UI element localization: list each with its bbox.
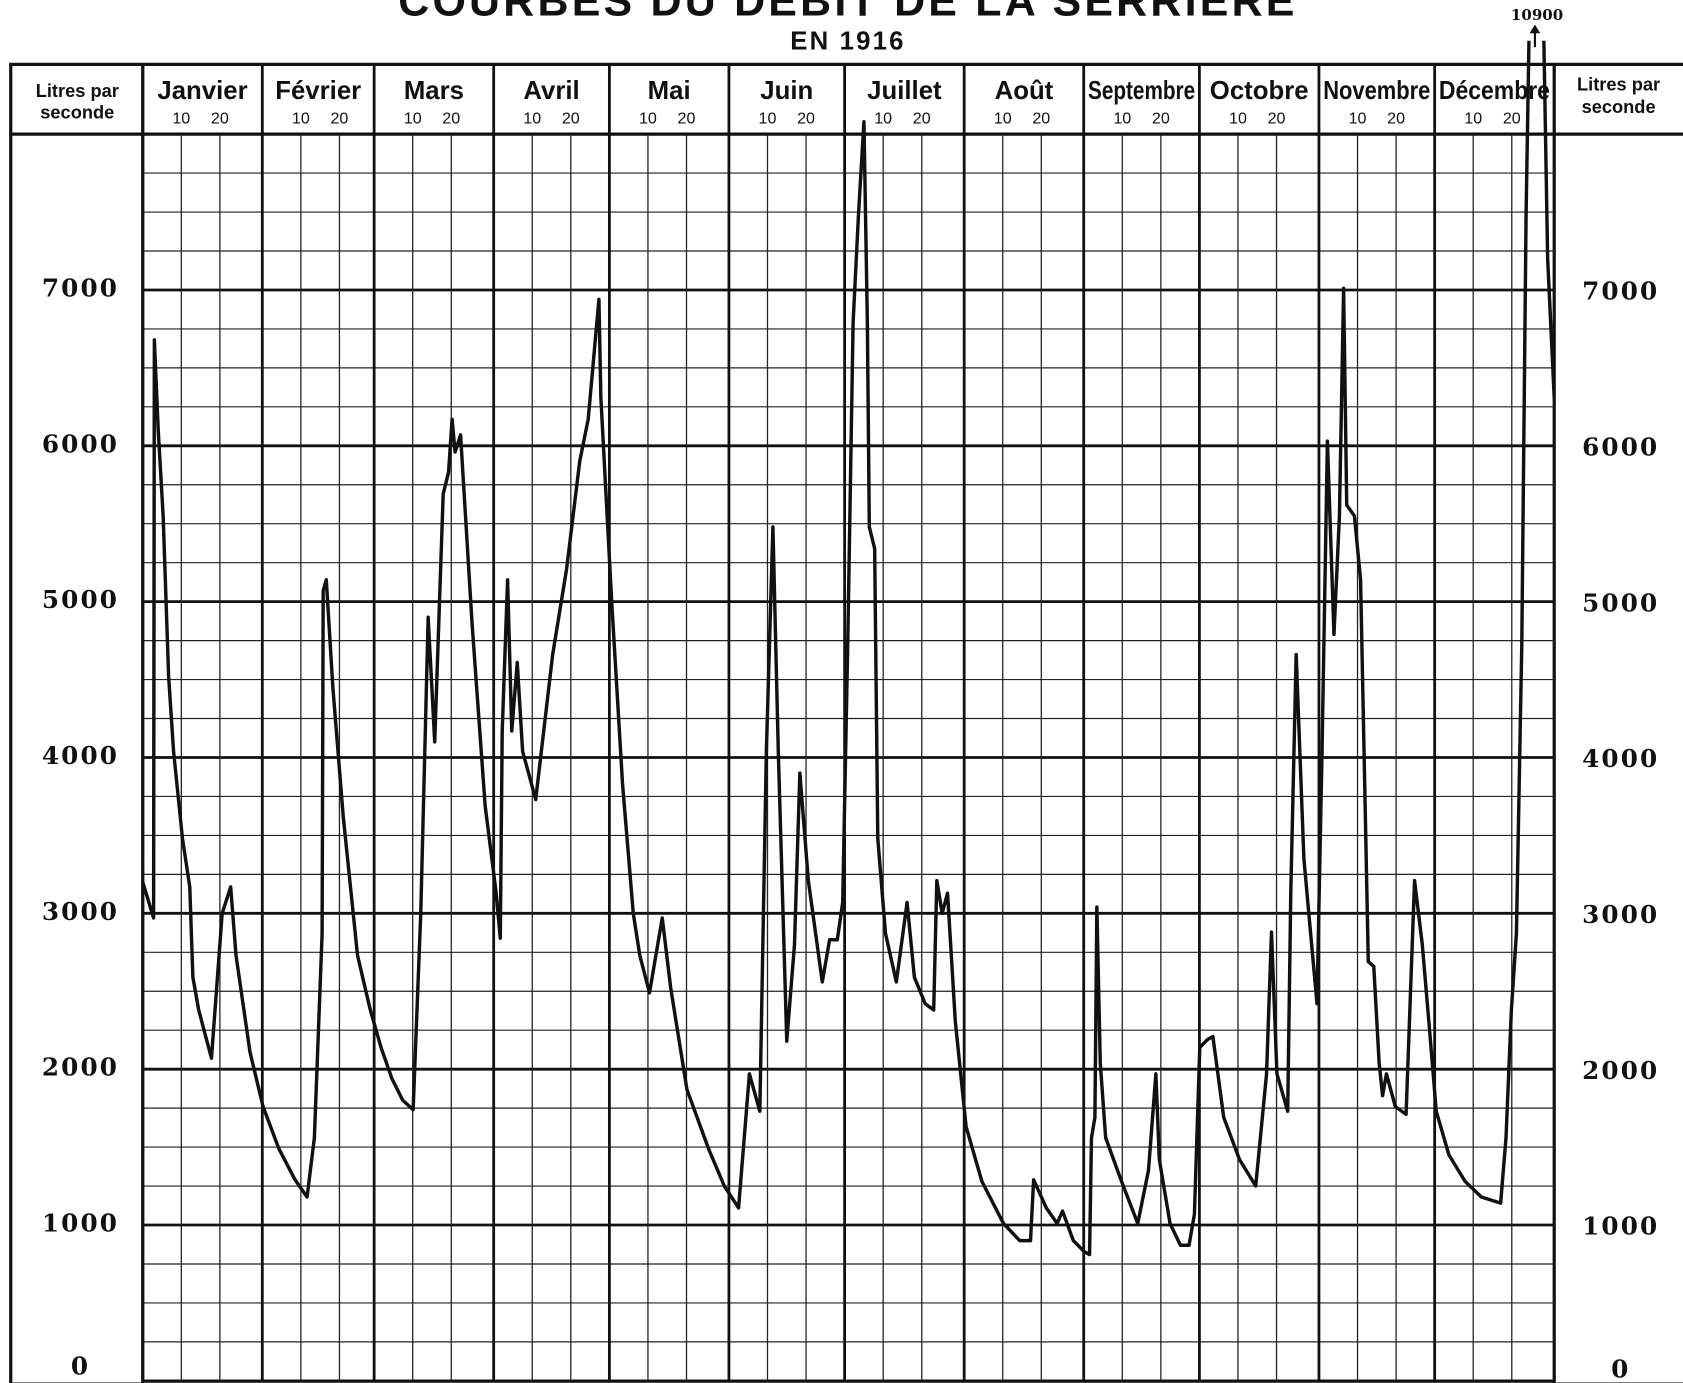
peak-label: 10900 <box>1511 6 1563 24</box>
y-tick-label: 1000 <box>1582 1212 1659 1241</box>
month-label: Octobre <box>1210 77 1309 105</box>
month-label: Avril <box>523 77 579 105</box>
peak-arrowhead <box>1529 24 1541 34</box>
flow-line <box>142 40 1555 1257</box>
month-label: Décembre <box>1439 77 1550 105</box>
x-tick-label: 10 <box>994 109 1012 127</box>
x-tick-label: 20 <box>211 109 229 127</box>
x-tick-label: 10 <box>523 109 541 127</box>
x-tick-label: 20 <box>678 109 696 127</box>
frame <box>9 62 1683 1383</box>
x-tick-label: 10 <box>292 109 310 127</box>
y-axis-label: Litres par <box>36 80 119 101</box>
chart-title: COURBES DU DÉBIT DE LA SERRIÈRE <box>398 0 1297 26</box>
y-axis-label: Litres par <box>1577 74 1660 95</box>
y-tick-label: 5000 <box>1582 588 1659 617</box>
x-tick-label: 20 <box>442 109 460 127</box>
month-label: Mars <box>404 77 464 105</box>
y-tick-label: 7000 <box>42 273 119 302</box>
month-label: Novembre <box>1323 77 1430 105</box>
y-tick-label: 2000 <box>42 1053 119 1082</box>
x-tick-label: 10 <box>1229 109 1247 127</box>
month-label: Janvier <box>157 77 247 105</box>
month-label: Juillet <box>867 77 942 105</box>
x-tick-label: 20 <box>1503 109 1521 127</box>
x-tick-label: 20 <box>1268 109 1286 127</box>
x-tick-label: 10 <box>759 109 777 127</box>
x-tick-label: 20 <box>330 109 348 127</box>
x-tick-label: 10 <box>1464 109 1482 127</box>
x-tick-label: 10 <box>1113 109 1131 127</box>
x-tick-label: 20 <box>913 109 931 127</box>
chart-subtitle: EN 1916 <box>790 28 905 56</box>
month-label: Février <box>275 77 361 105</box>
x-tick-label: 10 <box>874 109 892 127</box>
x-tick-label: 10 <box>1349 109 1367 127</box>
y-tick-label: 1000 <box>42 1209 119 1238</box>
x-tick-label: 20 <box>1032 109 1050 127</box>
x-tick-label: 20 <box>797 109 815 127</box>
x-tick-label: 20 <box>562 109 580 127</box>
y-tick-label: 5000 <box>42 585 119 614</box>
y-tick-label: 3000 <box>42 897 119 926</box>
y-tick-label: 6000 <box>1582 433 1659 462</box>
y-axis-label: seconde <box>1582 96 1656 117</box>
month-label: Juin <box>760 77 813 105</box>
y-tick-label: 0 <box>1611 1355 1630 1383</box>
y-tick-label: 4000 <box>42 741 119 770</box>
y-tick-label: 7000 <box>1582 277 1659 306</box>
y-axis-label: seconde <box>40 102 114 123</box>
month-label: Août <box>995 77 1054 105</box>
y-tick-label: 4000 <box>1582 744 1659 773</box>
x-tick-label: 20 <box>1152 109 1170 127</box>
x-tick-label: 10 <box>404 109 422 127</box>
x-tick-label: 10 <box>172 109 190 127</box>
y-tick-label: 2000 <box>1582 1056 1659 1085</box>
y-tick-label: 6000 <box>42 429 119 458</box>
month-label: Septembre <box>1088 77 1195 105</box>
month-label: Mai <box>648 77 691 105</box>
x-tick-label: 10 <box>639 109 657 127</box>
x-tick-label: 20 <box>1387 109 1405 127</box>
y-tick-label: 3000 <box>1582 900 1659 929</box>
y-tick-label: 0 <box>71 1351 90 1380</box>
